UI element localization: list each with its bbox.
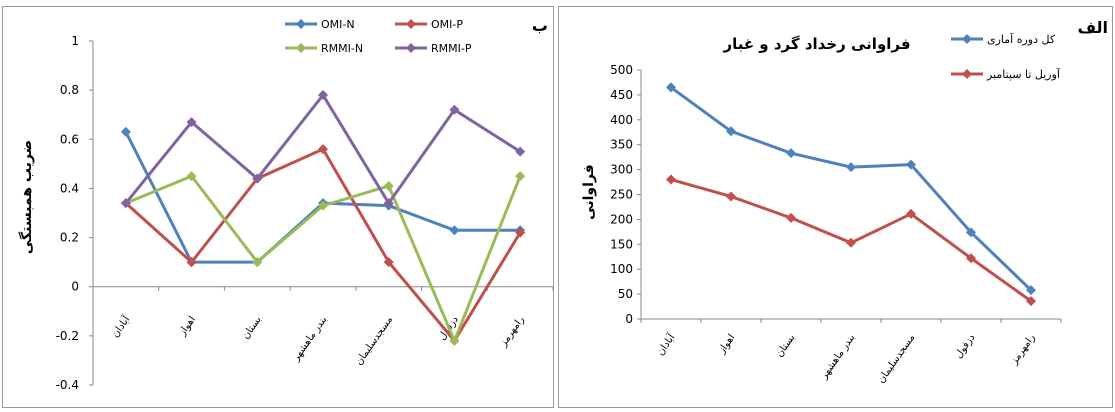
data-point: [449, 104, 460, 115]
legend-swatch-marker: [406, 19, 416, 29]
y-tick-label: 100: [610, 262, 633, 276]
y-tick-label: 0.8: [60, 83, 79, 97]
category-label: اهواز: [716, 332, 738, 356]
chart-title: فراوانی رخداد گرد و غبار: [722, 35, 910, 53]
data-point: [383, 257, 394, 268]
category-label: بستان: [240, 314, 263, 341]
y-tick-label: 0: [625, 312, 633, 326]
y-tick-label: 350: [610, 138, 633, 152]
data-point: [318, 200, 328, 211]
legend-label: RMMI-P: [431, 42, 472, 55]
category-label: مسجدسلیمان: [876, 332, 918, 385]
y-axis-title: فراوانی: [581, 164, 597, 220]
legend-swatch-marker: [962, 69, 972, 79]
category-label: بندر ماهشهر: [818, 332, 857, 382]
category-label: اهواز: [176, 314, 198, 338]
legend-swatch-marker: [406, 43, 416, 53]
data-point: [1026, 285, 1036, 296]
data-point: [726, 126, 736, 137]
data-point: [666, 174, 676, 185]
data-point: [726, 191, 736, 202]
y-tick-label: 0.2: [60, 231, 79, 245]
y-tick-label: 250: [610, 188, 633, 202]
data-point: [906, 208, 916, 219]
data-point: [515, 227, 526, 238]
y-tick-label: 50: [618, 287, 633, 301]
data-point: [383, 198, 394, 209]
panel-tag: ب: [532, 16, 548, 35]
y-tick-label: -0.2: [56, 329, 79, 343]
category-label: آبادان: [654, 330, 679, 357]
data-point: [786, 212, 796, 223]
y-tick-label: 450: [610, 88, 633, 102]
legend-swatch-marker: [296, 43, 306, 53]
y-tick-label: 500: [610, 63, 633, 77]
y-tick-label: 300: [610, 163, 633, 177]
correlation-chart: ب 1 0.8 0.6 0.4 0.2 0 -0.2 -0.4 آبادان اهواز بستان ب…: [18, 16, 554, 392]
y-tick-label: -0.4: [56, 378, 79, 392]
y-tick-label: 0: [71, 280, 79, 294]
category-label: آبادان: [108, 312, 133, 339]
category-label: رامهرمز: [1008, 332, 1037, 367]
data-point: [186, 171, 197, 182]
y-axis-title: ضریب همبستگی: [18, 140, 35, 254]
data-point: [318, 90, 328, 101]
category-label: مسجدسلیمان: [354, 314, 396, 367]
category-label: رامهرمز: [498, 314, 527, 349]
y-tick-label: 0.6: [60, 132, 79, 146]
correlation-chart-panel: ب 1 0.8 0.6 0.4 0.2 0 -0.2 -0.4 آبادان اهواز بستان ب…: [2, 6, 554, 408]
data-point: [906, 159, 916, 170]
y-tick-label: 400: [610, 113, 633, 127]
data-point: [186, 257, 197, 268]
series-line: [670, 86, 1033, 292]
data-point: [449, 225, 460, 236]
data-point: [515, 146, 526, 157]
y-tick-label: 0.4: [60, 181, 79, 195]
legend-label: OMI-N: [321, 18, 355, 31]
panel-tag: الف: [1077, 18, 1108, 37]
data-point: [252, 173, 263, 184]
legend-label: آوریل تا سپتامبر: [986, 67, 1061, 81]
legend-swatch-marker: [962, 34, 972, 44]
category-label: بستان: [774, 332, 797, 359]
data-point: [383, 180, 394, 191]
data-point: [666, 82, 676, 93]
data-point: [966, 253, 976, 264]
data-point: [1026, 296, 1036, 307]
legend-label: کل دوره آماری: [987, 32, 1056, 46]
y-tick-label: 200: [610, 212, 633, 226]
y-tick-label: 150: [610, 237, 633, 251]
legend-swatch-marker: [296, 19, 306, 29]
data-point: [846, 237, 856, 248]
data-point: [186, 117, 197, 128]
legend-label: OMI-P: [431, 18, 463, 31]
data-point: [120, 198, 131, 209]
data-point: [252, 257, 263, 268]
category-label: بندر ماهشهر: [290, 314, 329, 364]
data-point: [966, 227, 976, 238]
category-label: دزفول: [953, 332, 977, 360]
data-point: [318, 144, 328, 155]
frequency-chart-panel: الف فراوانی رخداد گرد و غبار 500 450 400 350 3…: [558, 6, 1113, 408]
data-point: [786, 148, 796, 159]
data-point: [449, 335, 460, 346]
data-point: [846, 162, 856, 173]
data-point: [120, 126, 131, 137]
data-point: [515, 171, 526, 182]
y-tick-label: 1: [71, 34, 79, 48]
legend-label: RMMI-N: [321, 42, 363, 55]
